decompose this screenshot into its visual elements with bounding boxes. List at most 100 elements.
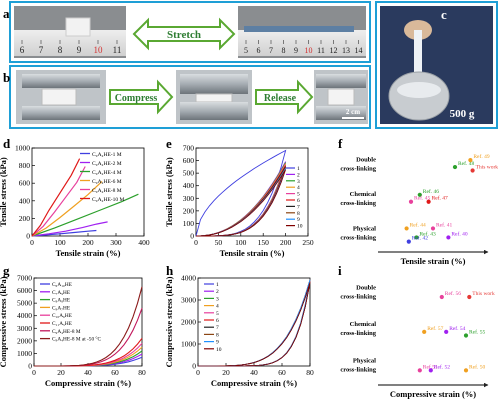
point-label: Ref. 40 — [451, 230, 467, 237]
data-point — [470, 168, 475, 173]
point-label: This work — [472, 291, 495, 297]
x-tick-label: 0 — [194, 238, 198, 247]
data-point — [417, 368, 422, 373]
loop-curve — [198, 279, 311, 367]
loop-curve — [195, 169, 287, 237]
x-tick-label: 250 — [302, 238, 314, 247]
release-arrow: Release — [255, 79, 314, 115]
sample-2 — [195, 93, 233, 103]
legend-label: 3 — [216, 296, 219, 302]
y-tick-label: 500 — [183, 169, 195, 178]
x-axis-title: Tensile strain (%) — [56, 248, 121, 258]
plate-bottom-2 — [180, 102, 248, 120]
category-label: cross-linking — [340, 235, 376, 242]
panel-h: h 0 20 40 60 80 0 1000 2000 3000 4000 Compressive … — [164, 263, 314, 388]
x-axis-title: Compressive strain (%) — [211, 378, 297, 388]
x-tick-label: 100 — [235, 238, 247, 247]
ruler-number: 9 — [77, 45, 82, 55]
legend-label: C₉A₄HE-2 M — [92, 161, 122, 167]
weight-label: 500 g — [450, 108, 475, 120]
x-tick-label: 100 — [54, 238, 66, 247]
ruler-number: 14 — [355, 46, 363, 55]
y-tick-label: 0 — [190, 232, 194, 241]
loop-curve — [198, 282, 311, 367]
y-tick-label: 400 — [183, 181, 195, 190]
point-label: Ref. 46 — [423, 188, 439, 195]
legend-label: 8 — [216, 332, 219, 338]
loop-curve — [198, 279, 311, 367]
category-label: cross-linking — [340, 330, 376, 337]
plate-bottom-3 — [316, 106, 366, 120]
y-tick-label: 300 — [183, 194, 195, 203]
y-tick-label: 2000 — [17, 336, 32, 345]
legend-label: C₉A₄HE-8 M — [92, 188, 122, 194]
legend-label: C₉A₄HE-8 M at -50 °C — [52, 336, 102, 343]
panel-g: g 0 20 40 60 80 0 1000 2000 3000 4000 5000 6000 7000… — [0, 263, 146, 388]
legend-label: C₇A₉HE — [52, 290, 70, 296]
stretch-arrow: Stretch — [132, 17, 236, 51]
panel-g-label: g — [3, 263, 10, 278]
y-tick-label: 200 — [19, 214, 31, 223]
x-axis-title: Compressive strain (%) — [390, 389, 476, 399]
y-tick-label: 1000 — [17, 349, 32, 358]
point-label: Ref. 48 — [458, 160, 474, 167]
category-label: cross-linking — [340, 200, 376, 207]
legend-label: C₉A₄HE-1 M — [92, 152, 122, 158]
panel-c-frame — [375, 1, 498, 129]
x-tick-label: 60 — [278, 368, 286, 377]
legend-label: 9 — [297, 217, 300, 223]
y-tick-label: 600 — [19, 179, 31, 188]
hydrogel-strip-short — [65, 17, 91, 37]
category-label: cross-linking — [340, 293, 376, 300]
legend-label: 9 — [216, 340, 219, 346]
y-tick-label: 400 — [19, 196, 31, 205]
point-label: Ref. 41 — [436, 221, 452, 228]
category-label: Physical — [353, 226, 376, 233]
x-tick-label: 0 — [32, 368, 36, 377]
y-tick-label: 1000 — [181, 340, 196, 349]
legend-label: 8 — [297, 211, 300, 217]
data-point — [468, 158, 473, 163]
data-point — [406, 239, 411, 244]
legend-label: 1 — [297, 166, 300, 172]
legend-label: C₉A₇HE — [52, 305, 70, 311]
legend-label: 5 — [216, 311, 219, 317]
ruler-number: 5 — [244, 46, 248, 55]
legend-label: C₉A₄HE-6 M — [92, 179, 122, 185]
x-tick-label: 0 — [30, 238, 34, 247]
category-label: Double — [356, 156, 376, 163]
point-label: Ref. 43 — [420, 230, 436, 237]
plate-top-3 — [316, 74, 366, 88]
data-point — [446, 235, 451, 240]
legend-label: 2 — [297, 172, 300, 178]
y-tick-label: 4000 — [181, 274, 196, 283]
sample-3 — [327, 88, 355, 106]
point-label: Ref. 47 — [432, 195, 448, 202]
legend-label: C₉A₄HE-8 M — [52, 329, 81, 335]
point-label: Ref. 49 — [473, 153, 489, 160]
chart-e: 0 50 100 150 200 250 0 100 200 300 400 500 600 700 Ten… — [164, 144, 314, 259]
category-label: Double — [356, 284, 376, 291]
ruler-right-ticks: 5 6 7 8 9 10 11 12 13 14 — [244, 40, 363, 55]
legend-label: C₁₁A₅HE — [52, 321, 72, 327]
panel-f: f Tensile strain (%) Double cross-linking C… — [338, 136, 498, 266]
category-label: Chemical — [350, 191, 377, 198]
ruler-number: 8 — [282, 46, 286, 55]
point-label: Ref. 55 — [469, 329, 485, 336]
point-label: Ref. 56 — [445, 290, 461, 297]
panel-a: a 6 7 8 9 10 11 Stretch 5 6 7 8 9 10 11 12 13 14 — [3, 1, 371, 63]
data-point — [408, 199, 414, 204]
ruler-left-ticks: 6 7 8 9 10 11 — [20, 40, 121, 55]
panel-c-label: c — [441, 7, 447, 22]
y-tick-label: 6000 — [17, 286, 32, 295]
x-tick-label: 60 — [111, 368, 119, 377]
ruler-number: 8 — [58, 45, 63, 55]
plot-frame — [33, 277, 143, 367]
y-tick-label: 0 — [28, 362, 32, 371]
data-point — [439, 294, 444, 300]
y-axis-title: Compressive stress (kPa) — [164, 276, 174, 367]
data-point — [422, 329, 427, 334]
category-label: Physical — [353, 358, 376, 365]
plate-top-1 — [22, 74, 100, 88]
legend-label: 5 — [297, 192, 300, 198]
